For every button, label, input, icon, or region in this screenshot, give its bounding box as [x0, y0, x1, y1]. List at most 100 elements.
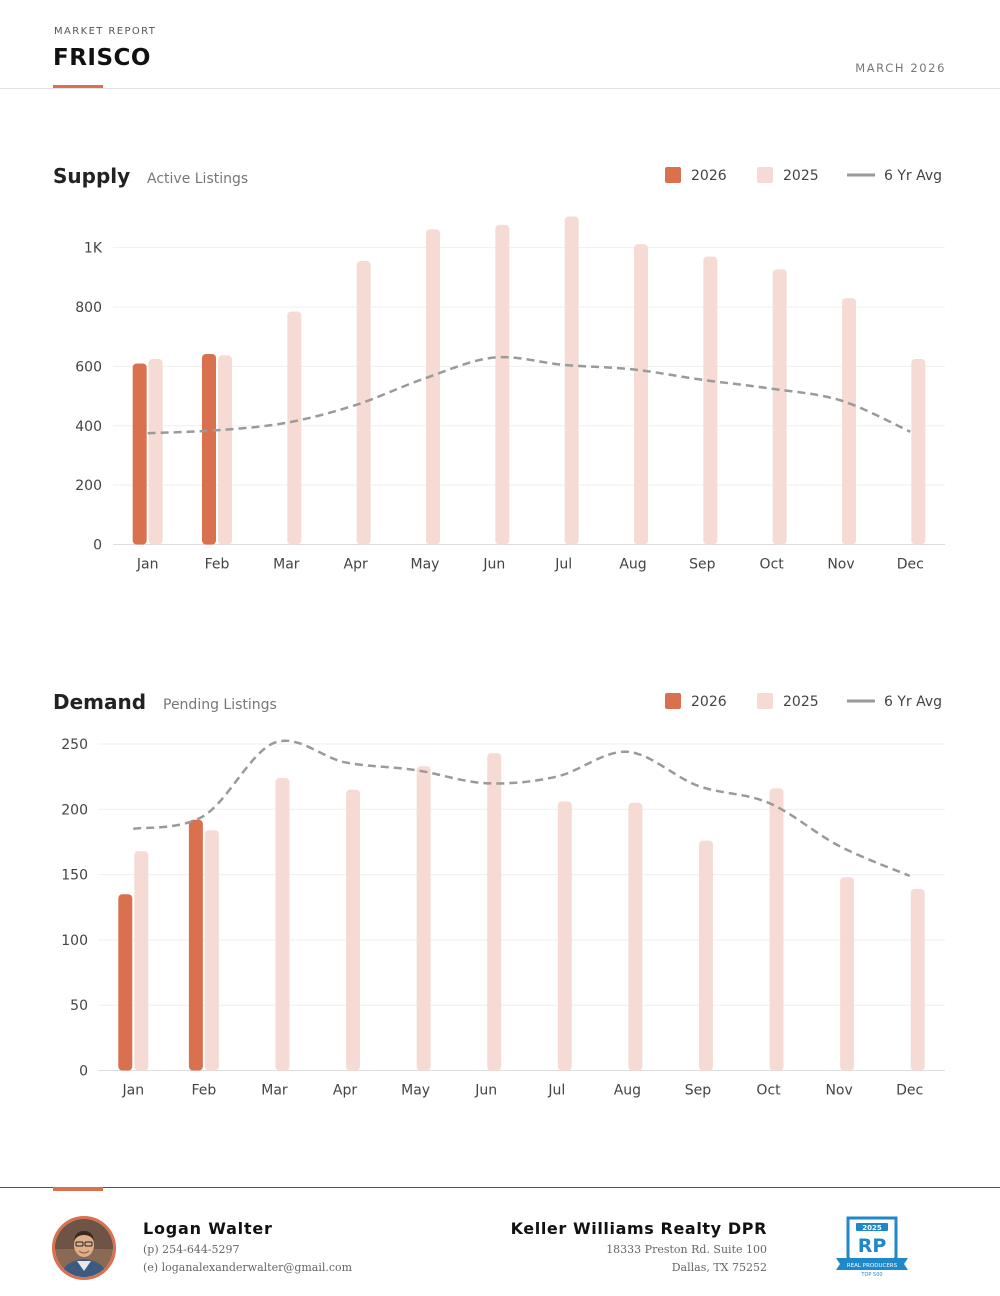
badge-mark: RP: [858, 1235, 887, 1257]
company-address-line1: 18333 Preston Rd. Suite 100: [606, 1243, 767, 1256]
agent-avatar: [52, 1216, 116, 1280]
bar-2025: [772, 269, 787, 545]
bar-2025: [840, 877, 855, 1071]
x-tick-label: Jul: [547, 1083, 565, 1099]
header-divider: [0, 88, 1000, 89]
y-tick-label: 400: [75, 419, 102, 435]
x-tick-label: Oct: [760, 557, 785, 573]
supply-chart: Supply Active Listings 2026 2025 6 Yr Av…: [53, 164, 945, 573]
footer-accent-bar: [53, 1187, 103, 1191]
bar-2025: [911, 358, 926, 545]
x-tick-label: Jun: [474, 1083, 497, 1099]
x-tick-label: Jun: [482, 557, 505, 573]
y-tick-label: 0: [79, 1064, 88, 1080]
legend-swatch-2026: [665, 693, 681, 709]
legend-label-2025: 2025: [783, 694, 819, 710]
page-title: FRISCO: [53, 45, 151, 71]
x-tick-label: Aug: [619, 557, 646, 573]
company-name: Keller Williams Realty DPR: [510, 1219, 767, 1238]
bar-2025: [204, 830, 219, 1071]
badge-caption: REAL PRODUCERS: [847, 1263, 898, 1269]
company-address-line2: Dallas, TX 75252: [671, 1261, 767, 1274]
x-tick-label: Apr: [333, 1083, 357, 1099]
y-tick-label: 200: [75, 478, 102, 494]
legend-swatch-2025: [757, 693, 773, 709]
bar-2026: [118, 894, 133, 1071]
chart-title: Demand: [53, 690, 146, 714]
x-tick-label: Apr: [344, 557, 368, 573]
y-tick-label: 800: [75, 300, 102, 316]
y-tick-label: 0: [93, 538, 102, 554]
report-eyebrow: MARKET REPORT: [54, 26, 157, 37]
real-producers-badge: 2025 RP REAL PRODUCERS TOP 500: [834, 1214, 910, 1280]
badge-year: 2025: [862, 1224, 882, 1232]
bar-2025: [218, 355, 232, 545]
x-tick-label: Feb: [205, 557, 230, 573]
y-tick-label: 50: [70, 998, 88, 1014]
bar-2025: [698, 840, 713, 1071]
bar-2026: [202, 353, 216, 545]
bar-2025: [356, 261, 371, 545]
badge-rank: TOP 500: [860, 1272, 882, 1278]
bar-2025: [148, 358, 163, 545]
x-tick-label: Mar: [261, 1083, 288, 1099]
x-tick-label: Feb: [191, 1083, 216, 1099]
bar-2025: [416, 766, 431, 1071]
legend-label-2026: 2026: [691, 694, 727, 710]
legend: 2026 2025 6 Yr Avg: [665, 693, 942, 710]
bar-2025: [910, 888, 925, 1071]
chart-title: Supply: [53, 164, 130, 188]
title-accent-bar: [53, 85, 103, 89]
bar-2025: [628, 802, 643, 1071]
plot-area: 0 50 100 150 200 250 Jan Feb Mar Apr May Jun Jul Aug S…: [61, 737, 945, 1099]
bar-2026: [132, 363, 147, 545]
bar-2025: [275, 777, 290, 1071]
bar-2025: [346, 789, 361, 1071]
plot-area: 0 200 400 600 800 1K Jan Feb Mar Apr May Jun Jul Aug S…: [75, 216, 945, 573]
y-tick-label: 150: [61, 868, 88, 884]
footer-divider: [0, 1187, 1000, 1188]
bar-2025: [634, 244, 648, 545]
x-tick-label: Jan: [121, 1083, 144, 1099]
bar-2025: [495, 224, 510, 545]
legend-label-avg: 6 Yr Avg: [884, 694, 942, 710]
x-tick-label: May: [411, 557, 440, 573]
y-tick-label: 250: [61, 737, 88, 753]
bar-2025: [287, 311, 302, 545]
agent-name: Logan Walter: [143, 1219, 273, 1238]
x-tick-label: Dec: [897, 557, 924, 573]
x-tick-label: Aug: [614, 1083, 641, 1099]
x-tick-label: Sep: [689, 557, 716, 573]
agent-portrait-icon: [55, 1219, 113, 1277]
bar-2025: [487, 753, 502, 1071]
bar-2025: [842, 298, 856, 545]
demand-chart: Demand Pending Listings 2026 2025 6 Yr A…: [53, 690, 945, 1099]
y-tick-label: 200: [61, 802, 88, 818]
x-tick-label: Jan: [136, 557, 159, 573]
legend-label-2026: 2026: [691, 168, 727, 184]
agent-phone: (p) 254-644-5297: [143, 1243, 240, 1256]
bar-2025: [557, 801, 572, 1071]
x-tick-label: Oct: [756, 1083, 781, 1099]
legend-swatch-2025: [757, 167, 773, 183]
bar-2025: [564, 216, 579, 545]
y-tick-label: 600: [75, 359, 102, 375]
bar-2025: [426, 229, 440, 545]
y-tick-label: 100: [61, 933, 88, 949]
x-tick-label: May: [401, 1083, 430, 1099]
report-date: MARCH 2026: [855, 61, 946, 75]
x-tick-label: Jul: [554, 557, 572, 573]
bar-2026: [188, 819, 203, 1071]
real-producers-badge-icon: 2025 RP REAL PRODUCERS TOP 500: [836, 1216, 908, 1278]
legend-label-avg: 6 Yr Avg: [884, 168, 942, 184]
x-tick-label: Dec: [896, 1083, 923, 1099]
x-tick-label: Mar: [273, 557, 300, 573]
x-tick-label: Nov: [827, 557, 854, 573]
legend-swatch-2026: [665, 167, 681, 183]
agent-email: (e) loganalexanderwalter@gmail.com: [143, 1261, 353, 1274]
x-tick-label: Nov: [825, 1083, 852, 1099]
avg-line: [147, 355, 911, 435]
bar-2025: [703, 256, 718, 545]
legend: 2026 2025 6 Yr Avg: [665, 167, 942, 184]
bar-2025: [134, 851, 149, 1071]
